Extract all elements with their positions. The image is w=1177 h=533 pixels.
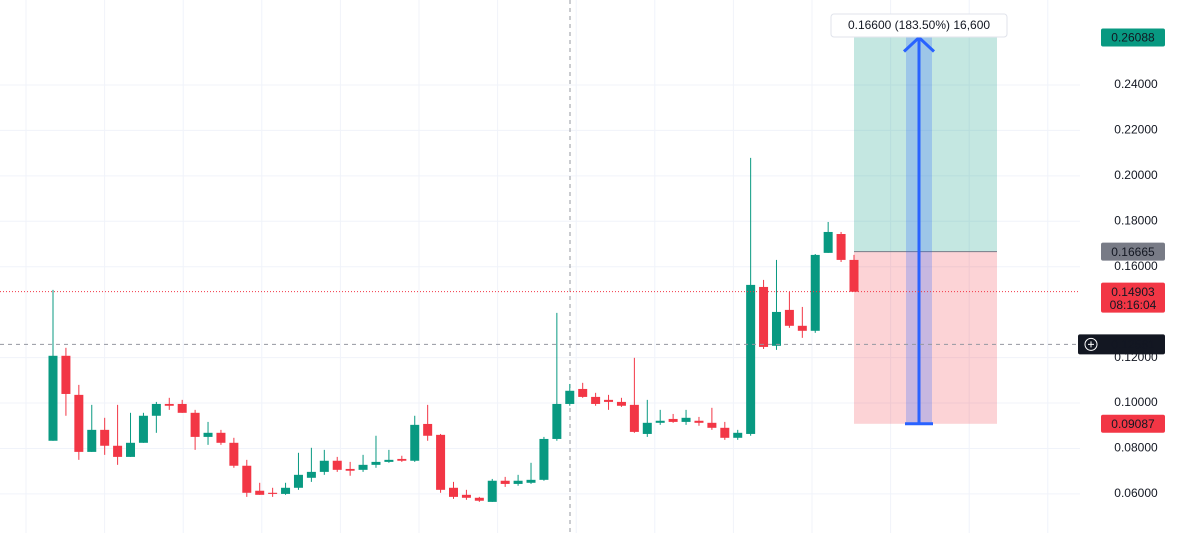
candle-body: [784, 309, 794, 326]
candle-body: [410, 424, 420, 461]
candle-body: [797, 325, 807, 331]
candle-body: [293, 474, 303, 488]
candle-body: [306, 471, 316, 478]
y-tick-label: 0.10000: [1114, 395, 1158, 409]
candle-body: [849, 259, 859, 292]
plot: 0.16600 (183.50%) 16,600: [0, 0, 1080, 533]
crosshair-label: 0.12581: [1111, 338, 1155, 352]
candle-body: [423, 423, 433, 436]
candle-body: [655, 420, 665, 423]
candle-body: [642, 422, 652, 434]
candle-body: [177, 403, 187, 413]
candle-body: [591, 396, 601, 404]
candle-body: [384, 459, 394, 462]
candle-body: [681, 417, 691, 422]
candle-body: [113, 445, 123, 457]
candle-body: [164, 403, 174, 406]
candle-body: [578, 388, 588, 397]
countdown: 08:16:04: [1110, 298, 1157, 312]
candle-body: [694, 420, 704, 423]
candle-body: [255, 490, 265, 495]
candle-body: [526, 479, 536, 483]
price-axis: 0.060000.080000.100000.120000.160000.180…: [1078, 28, 1165, 500]
target-label: 0.26088: [1111, 31, 1155, 45]
candle-body: [746, 284, 756, 434]
candle-body: [810, 254, 820, 331]
candle-body: [345, 468, 355, 471]
y-tick-label: 0.06000: [1114, 486, 1158, 500]
target-label-box: [1101, 28, 1165, 47]
stop-label-box: [1101, 414, 1165, 433]
candle-body: [604, 399, 614, 402]
candle-body: [126, 442, 136, 457]
stop-label: 0.09087: [1111, 417, 1155, 431]
candle-body: [720, 427, 730, 438]
profit-zone: [854, 37, 997, 252]
candle-body: [513, 480, 523, 484]
arrow-head: [902, 35, 936, 53]
candle-body: [268, 492, 278, 494]
y-tick-label: 0.24000: [1114, 77, 1158, 91]
crosshair-plus: [1084, 337, 1098, 351]
candle-body: [151, 403, 161, 416]
candle-body: [461, 494, 471, 498]
candle-body: [759, 286, 769, 347]
candle-body: [565, 390, 575, 404]
candle-body: [319, 460, 329, 472]
y-tick-label: 0.22000: [1114, 123, 1158, 137]
candle-body: [771, 311, 781, 346]
measure-label: 0.16600 (183.50%) 16,600: [848, 18, 990, 32]
candle-body: [500, 480, 510, 484]
candle-body: [190, 412, 200, 437]
candle-body: [74, 394, 84, 452]
candle-body: [436, 434, 446, 490]
candle-body: [281, 487, 291, 494]
y-tick-label: 0.18000: [1114, 213, 1158, 227]
candle-body: [242, 465, 252, 493]
candle-body: [216, 432, 226, 443]
candle-body: [332, 460, 342, 470]
candle-body: [371, 461, 381, 465]
candle-body: [539, 438, 549, 480]
measure-label-box: [830, 13, 1008, 38]
entry-label: 0.16665: [1111, 245, 1155, 259]
loss-zone: [854, 251, 997, 424]
candle-body: [229, 442, 239, 466]
candle-body: [616, 401, 626, 406]
crosshair-plus-sign: [1088, 341, 1094, 348]
candle-body: [836, 234, 846, 260]
candle-body: [138, 415, 148, 443]
last-price-box: [1101, 282, 1165, 313]
entry-label-box: [1101, 242, 1165, 261]
candle-body: [487, 480, 497, 502]
candle-body: [87, 429, 97, 452]
candle-body: [474, 497, 484, 501]
candle-body: [552, 403, 562, 439]
candle-body: [733, 432, 743, 438]
last-price-label: 0.14903: [1111, 285, 1155, 299]
candle-body: [707, 422, 717, 428]
crosshair-label-box: [1078, 334, 1165, 355]
candle-body: [48, 355, 58, 441]
candle-body: [823, 231, 833, 253]
y-tick-label: 0.20000: [1114, 168, 1158, 182]
candle-body: [397, 458, 407, 461]
y-tick-label: 0.08000: [1114, 441, 1158, 455]
candle-body: [100, 429, 110, 446]
candle-body: [629, 404, 639, 432]
candle-body: [668, 418, 678, 422]
candle-body: [203, 432, 213, 437]
y-tick-label: 0.16000: [1114, 259, 1158, 273]
grid: [0, 0, 1080, 533]
candle-body: [61, 355, 71, 394]
candle-body: [358, 464, 368, 470]
candle-body: [449, 487, 458, 497]
